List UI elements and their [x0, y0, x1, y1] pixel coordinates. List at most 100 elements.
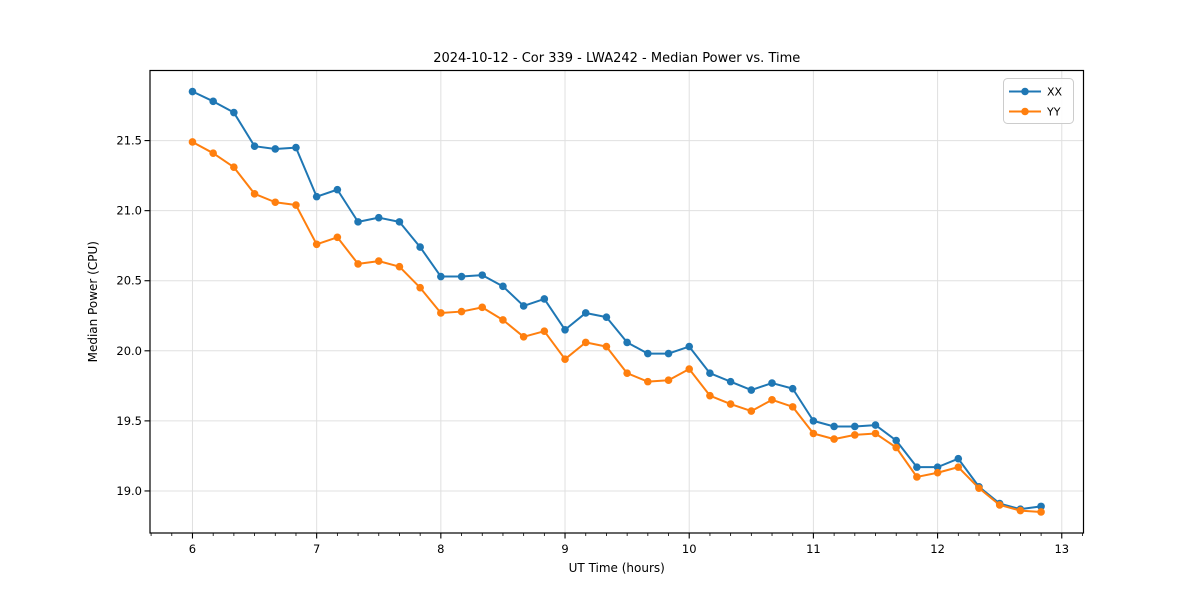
series-marker-yy — [292, 201, 300, 209]
series-marker-xx — [354, 218, 362, 226]
series-marker-yy — [726, 400, 735, 408]
series-marker-xx — [333, 185, 342, 194]
series-marker-xx — [437, 272, 445, 281]
series-marker-yy — [312, 240, 321, 249]
series-marker-yy — [1016, 506, 1025, 515]
x-tick-label: 11 — [806, 542, 821, 556]
series-marker-yy — [623, 369, 631, 378]
x-tick-label: 10 — [682, 542, 697, 556]
x-tick-label: 8 — [437, 542, 444, 556]
x-tick-label: 13 — [1054, 542, 1069, 556]
series-marker-yy — [416, 283, 424, 292]
legend-label-yy: YY — [1046, 106, 1061, 119]
legend-box — [1003, 78, 1074, 124]
series-marker-xx — [581, 309, 590, 317]
series-marker-yy — [747, 407, 756, 415]
chart-title: 2024-10-12 - Cor 339 - LWA242 - Median P… — [433, 51, 800, 66]
series-marker-xx — [871, 421, 880, 429]
series-marker-yy — [788, 403, 797, 411]
series-marker-xx — [561, 325, 569, 334]
x-tick-label: 6 — [189, 542, 196, 556]
series-marker-yy — [250, 190, 259, 198]
series-marker-yy — [457, 307, 466, 316]
series-marker-xx — [395, 218, 404, 226]
series-marker-xx — [312, 192, 321, 201]
series-marker-yy — [581, 338, 590, 347]
series-marker-yy — [664, 376, 673, 385]
series-marker-yy — [333, 233, 342, 242]
series-marker-yy — [954, 463, 963, 471]
series-layer — [188, 87, 1045, 516]
series-marker-xx — [954, 454, 963, 463]
series-marker-xx — [850, 422, 859, 431]
series-marker-yy — [850, 431, 859, 439]
tick-layer: 6 7 8 9 10 11 12 13 19.0 19.5 20.0 20.5 21.0 21.5 — [116, 134, 1083, 556]
series-marker-yy — [706, 391, 714, 400]
series-marker-yy — [995, 501, 1004, 509]
y-axis-label: Median Power (CPU) — [86, 241, 100, 362]
plot-border — [149, 69, 1085, 534]
series-marker-yy — [499, 316, 507, 324]
x-axis-label: UT Time (hours) — [569, 561, 665, 575]
series-marker-xx — [230, 108, 238, 117]
series-marker-yy — [188, 138, 197, 146]
y-tick-label: 20.5 — [116, 274, 142, 288]
series-marker-yy — [230, 163, 238, 172]
series-marker-xx — [747, 386, 756, 394]
series-marker-xx — [271, 145, 280, 153]
series-marker-yy — [540, 327, 549, 335]
series-marker-xx — [416, 243, 424, 251]
series-marker-xx — [209, 97, 217, 106]
grid-layer — [150, 70, 1084, 533]
series-marker-yy — [395, 262, 404, 271]
series-marker-xx — [933, 463, 942, 471]
y-tick-label: 19.5 — [116, 414, 142, 428]
series-marker-yy — [975, 484, 983, 492]
y-tick-label: 20.0 — [116, 344, 142, 358]
series-marker-yy — [871, 429, 880, 438]
series-marker-xx — [1037, 502, 1045, 511]
x-tick-label: 7 — [313, 542, 320, 556]
y-tick-label: 19.0 — [116, 484, 142, 498]
y-tick-label: 21.0 — [116, 204, 142, 218]
x-tick-label: 12 — [930, 542, 945, 556]
x-tick-label: 9 — [561, 542, 568, 556]
series-marker-xx — [809, 417, 818, 425]
series-marker-xx — [706, 369, 714, 378]
series-marker-yy — [768, 396, 776, 404]
series-marker-xx — [788, 384, 797, 393]
series-marker-xx — [768, 379, 776, 387]
series-marker-yy — [830, 435, 838, 443]
series-marker-xx — [664, 349, 673, 358]
series-marker-xx — [188, 87, 197, 96]
series-marker-yy — [437, 309, 445, 317]
series-marker-xx — [726, 377, 735, 386]
legend: XX YY — [1003, 78, 1074, 124]
series-marker-xx — [602, 313, 611, 321]
series-marker-yy — [685, 365, 694, 373]
series-marker-yy — [271, 198, 280, 207]
series-marker-yy — [519, 332, 528, 341]
series-marker-yy — [209, 149, 217, 157]
legend-marker-sample-xx — [1021, 87, 1029, 96]
series-marker-xx — [892, 436, 900, 445]
series-marker-xx — [499, 282, 507, 291]
series-marker-xx — [644, 349, 652, 358]
series-marker-xx — [913, 463, 921, 471]
series-marker-yy — [478, 303, 487, 312]
series-marker-xx — [623, 338, 631, 347]
series-marker-xx — [519, 302, 528, 310]
series-marker-xx — [250, 142, 259, 150]
series-marker-yy — [892, 443, 900, 452]
series-marker-yy — [374, 257, 383, 265]
series-marker-xx — [685, 342, 694, 351]
series-marker-yy — [913, 473, 921, 481]
series-marker-xx — [540, 295, 549, 303]
series-marker-xx — [478, 271, 487, 279]
series-marker-yy — [933, 468, 942, 477]
series-marker-xx — [830, 422, 838, 431]
series-marker-yy — [644, 377, 652, 386]
series-marker-yy — [1037, 508, 1045, 516]
series-marker-xx — [292, 143, 300, 152]
